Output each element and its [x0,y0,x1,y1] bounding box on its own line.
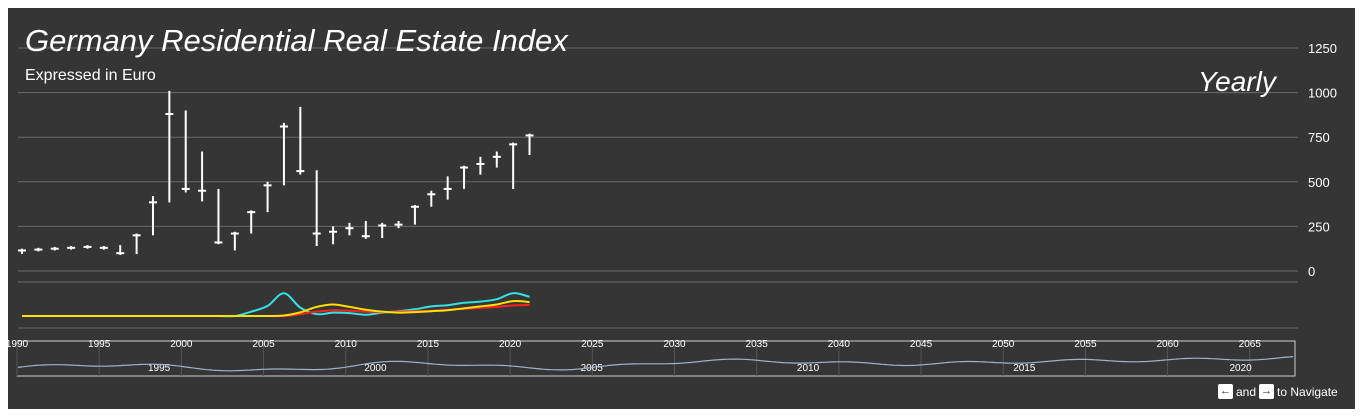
y-tick-label: 750 [1308,130,1330,145]
navigator-x-tick-label: 2040 [828,339,851,350]
hlc-bar [247,210,256,234]
right-arrow-key-icon[interactable]: → [1259,384,1275,399]
hlc-bar [443,176,452,200]
chart-subtitle: Expressed in Euro [25,67,156,84]
hlc-bar [361,221,370,239]
navigation-suffix: to Navigate [1277,384,1338,399]
navigator-x-tick-label: 2030 [663,339,686,350]
navigation-conjunction: and [1236,384,1257,399]
hlc-bar [476,156,485,175]
hlc-bar [509,142,518,189]
chart-panel: 0 250 500 750 1000 1250 1990 1995 2000 2005 2010 2… [8,8,1355,409]
hlc-bar [492,151,501,168]
hlc-bar [460,165,469,189]
hlc-bar [67,246,76,250]
hlc-bar [410,204,419,225]
hlc-bar [279,122,288,186]
navigator: 1990 1995 2000 2005 2010 2015 2020 2025 2030 2035… [8,339,1296,377]
period-label[interactable]: Yearly [1198,66,1276,97]
navigator-inner-tick-label: 1995 [148,363,171,374]
navigator-inner-tick-label: 2005 [581,363,604,374]
hlc-bar [116,245,125,255]
navigator-x-tick-label: 1990 [8,339,29,350]
hlc-bar [50,246,59,251]
hlc-bar [394,221,403,229]
navigator-inner-tick-label: 2015 [1013,363,1036,374]
y-tick-label: 250 [1308,219,1330,234]
navigator-x-tick-label: 2020 [499,339,522,350]
hlc-bar [132,233,141,255]
navigator-inner-tick-label: 2000 [364,363,387,374]
hlc-bar [329,226,338,245]
navigator-x-tick-label: 2015 [417,339,440,350]
hlc-bar [230,231,239,251]
navigator-x-tick-label: 2005 [252,339,275,350]
navigator-x-tick-label: 2050 [992,339,1015,350]
hlc-bar [198,151,207,202]
y-tick-label: 1000 [1308,86,1337,101]
indicator-line-2 [21,300,530,318]
navigator-x-tick-label: 2055 [1074,339,1097,350]
y-tick-label: 1250 [1308,41,1337,56]
hlc-bar [378,222,387,238]
hlc-series [18,90,534,255]
hlc-bar [18,248,26,255]
y-tick-label: 500 [1308,175,1330,190]
hlc-bar [34,247,43,252]
indicator-panel [21,292,530,318]
navigator-x-tick-label: 2010 [335,339,358,350]
navigator-frame [16,340,1296,377]
chart-title: Germany Residential Real Estate Index [25,23,568,58]
hlc-bar [148,196,157,236]
y-axis: 0 250 500 750 1000 1250 [1308,41,1337,279]
navigator-series-line [17,356,1294,372]
hlc-bar [345,222,354,236]
indicator-line-0 [21,292,530,318]
y-tick-label: 0 [1308,264,1315,279]
navigator-x-tick-label: 2025 [581,339,604,350]
navigator-inner-tick-label: 2010 [797,363,820,374]
navigator-x-tick-label: 1995 [88,339,111,350]
chart-canvas[interactable]: 0 250 500 750 1000 1250 1990 1995 2000 2005 2010 2… [8,8,1355,409]
navigator-x-tick-label: 2060 [1156,339,1179,350]
hlc-bar [263,181,272,213]
left-arrow-key-icon[interactable]: ← [1218,384,1233,399]
hlc-bar [525,133,534,156]
hlc-bar [99,246,108,250]
grid-layer [18,47,1298,329]
hlc-bar [214,188,223,245]
navigator-x-tick-label: 2035 [746,339,769,350]
navigator-inner-tick-label: 2020 [1230,363,1253,374]
hlc-bar [312,170,321,247]
navigation-hint: ← and → to Navigate [1218,384,1338,399]
navigator-x-tick-label: 2045 [910,339,933,350]
hlc-bar [181,110,190,193]
hlc-bar [296,106,305,175]
navigator-x-tick-label: 2065 [1239,339,1262,350]
hlc-bar [427,190,436,207]
hlc-bar [83,245,92,249]
navigator-x-tick-label: 2000 [170,339,193,350]
hlc-bar [165,90,174,203]
